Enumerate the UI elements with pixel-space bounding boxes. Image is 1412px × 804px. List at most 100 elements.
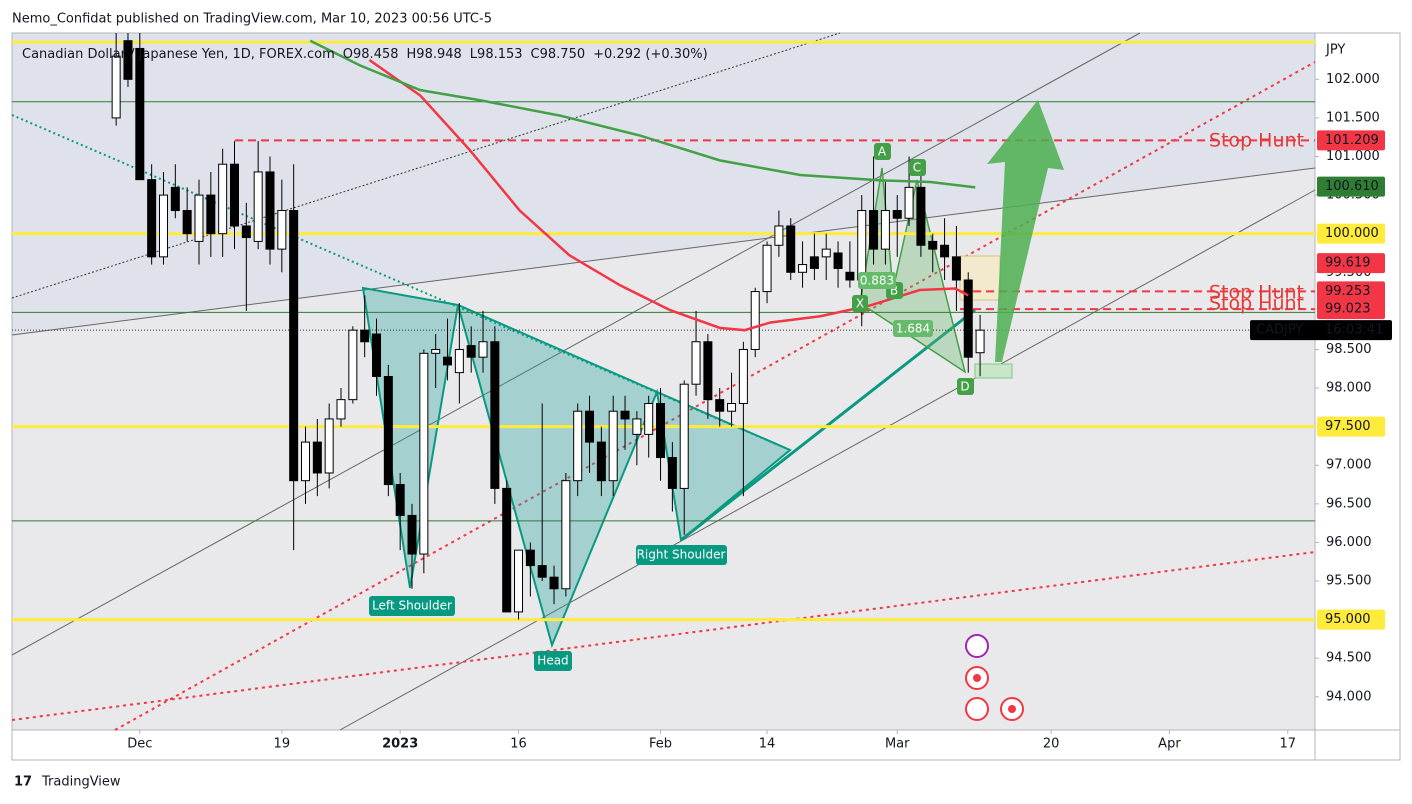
- trendline: [11, 551, 1316, 721]
- event-dot: [1008, 705, 1016, 713]
- candle-body: [667, 457, 677, 489]
- candle-body: [170, 186, 180, 212]
- candle-body: [833, 252, 843, 269]
- candle-body: [656, 402, 666, 459]
- point-label: A: [878, 145, 887, 159]
- y-tick-label: 97.000: [1326, 458, 1372, 473]
- trendline: [114, 61, 1316, 731]
- candle-body: [857, 210, 867, 281]
- x-tick-label: 2023: [382, 737, 418, 752]
- candle-body: [277, 210, 287, 250]
- candle-body: [502, 487, 512, 613]
- stop-hunt-label: Stop Hunt: [1209, 130, 1304, 152]
- candle-body: [218, 163, 228, 235]
- trendline: [339, 189, 1316, 731]
- candle-body: [111, 55, 121, 119]
- candle-body: [490, 341, 500, 489]
- event-icon[interactable]: [965, 697, 989, 721]
- candle-body: [253, 171, 263, 242]
- price-badge: [1317, 176, 1385, 197]
- label-box: [893, 320, 933, 337]
- stop-hunt-label: Stop Hunt: [1209, 282, 1304, 304]
- candle-body: [431, 348, 441, 354]
- price-badge: [1317, 299, 1385, 320]
- price-badge: [1317, 416, 1385, 437]
- candle-body: [573, 410, 583, 482]
- symbol: Canadian Dollar / Japanese Yen, 1D, FORE…: [22, 47, 335, 62]
- label-box: [874, 143, 891, 160]
- candle-body: [514, 549, 524, 613]
- candle-body: [691, 341, 701, 385]
- price-badge: [1317, 223, 1385, 244]
- candle-body: [147, 179, 157, 258]
- right-shoulder-label: Right Shoulder: [637, 548, 726, 562]
- point-label: X: [856, 297, 864, 311]
- candle-body: [786, 225, 796, 273]
- change: +0.292 (+0.30%): [593, 47, 708, 62]
- ohlc-value: 98.948: [416, 47, 462, 62]
- x-tick-label: Dec: [127, 737, 152, 752]
- candles: [111, 33, 985, 620]
- candle-body: [762, 244, 772, 293]
- x-tick-label: Mar: [885, 737, 910, 752]
- candle-body: [348, 329, 358, 401]
- candle-body: [419, 352, 429, 555]
- ohlc-key: L: [470, 47, 478, 62]
- price-badge: [1317, 609, 1385, 630]
- candle-body: [904, 186, 914, 219]
- candle-body: [809, 256, 819, 269]
- candle-body: [608, 410, 618, 482]
- candle-body: [229, 163, 239, 227]
- candle-body: [750, 291, 760, 350]
- y-tick-label: 96.000: [1326, 535, 1372, 550]
- brand-logo: 𝟭𝟳: [14, 775, 32, 790]
- overlay: [309, 39, 976, 332]
- price-badge-label: 100.000: [1325, 226, 1379, 241]
- candle-body: [928, 240, 938, 250]
- left-shoulder-label: Left Shoulder: [372, 599, 452, 613]
- price-badge-label: 99.023: [1325, 302, 1371, 317]
- price-badge-label: 101.209: [1325, 133, 1379, 148]
- event-dot: [973, 674, 981, 682]
- candle-body: [715, 399, 725, 412]
- candle-body: [301, 441, 311, 482]
- candle-body: [395, 484, 405, 516]
- candle-body: [963, 279, 973, 358]
- candle-body: [940, 244, 950, 258]
- price-badge: [1317, 130, 1385, 151]
- event-icon[interactable]: [965, 634, 989, 658]
- currency-label: JPY: [1325, 43, 1345, 58]
- candle-body: [975, 329, 985, 354]
- candle-body: [727, 402, 737, 412]
- label-box: [636, 545, 727, 565]
- point-label: C: [913, 161, 921, 175]
- x-tick-label: 19: [274, 737, 291, 752]
- ohlc-key: O: [343, 47, 353, 62]
- candle-body: [241, 225, 251, 239]
- price-badge-label: 95.000: [1325, 612, 1371, 627]
- event-icons: [965, 634, 1024, 721]
- candle-body: [525, 549, 535, 567]
- y-tick-label: 94.000: [1326, 689, 1372, 704]
- candle-body: [738, 348, 748, 404]
- y-tick-label: 98.000: [1326, 381, 1372, 396]
- ratio-label: 0.883: [860, 274, 894, 288]
- candle-body: [620, 410, 630, 420]
- ohlc-value: 98.750: [540, 47, 586, 62]
- candle-body: [549, 576, 559, 590]
- candle-body: [916, 186, 926, 246]
- candle-body: [206, 194, 216, 235]
- point-label: B: [890, 284, 898, 298]
- x-tick-label: 16: [510, 737, 527, 752]
- x-tick-label: 14: [759, 737, 776, 752]
- candle-body: [821, 248, 831, 258]
- y-tick-label: 95.500: [1326, 574, 1372, 589]
- candle-body: [869, 210, 879, 250]
- candle-body: [798, 264, 808, 273]
- candle-body: [537, 565, 547, 578]
- y-tick-label: 101.500: [1326, 110, 1380, 125]
- candle-body: [466, 345, 476, 358]
- x-tick-label: Feb: [649, 737, 672, 752]
- label-box: [369, 596, 455, 616]
